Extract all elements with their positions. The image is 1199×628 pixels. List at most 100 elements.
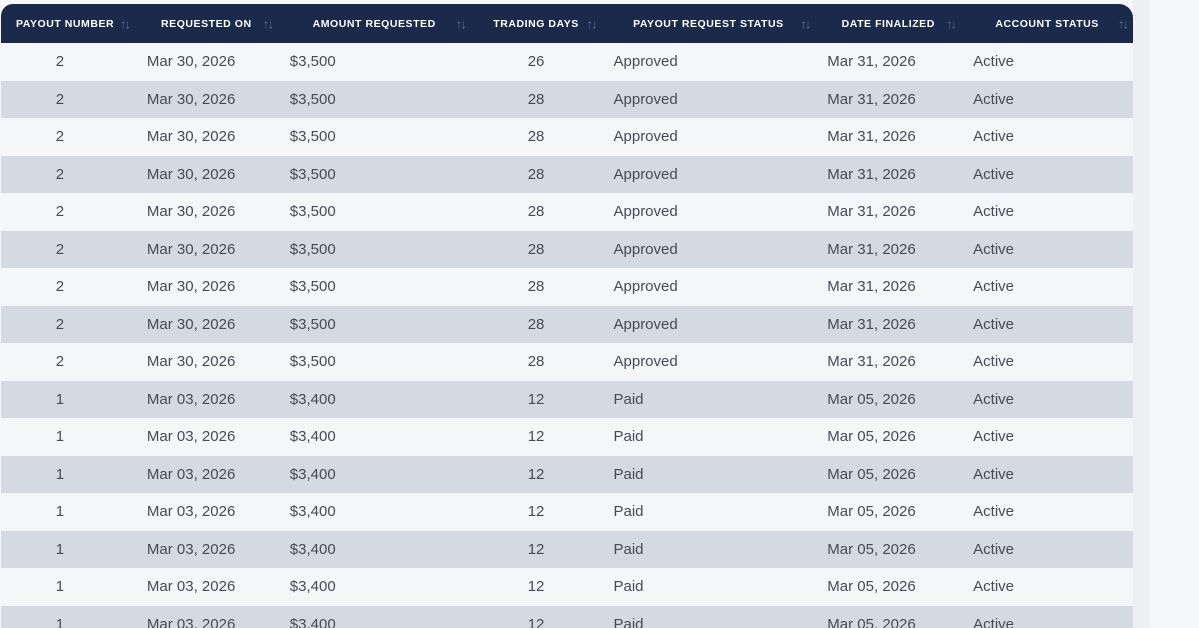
cell-requested-on: Mar 03, 2026 — [146, 615, 236, 628]
table-row: 1 Mar 03, 2026 $3,400 12 Paid Mar 05, 2026 Act… — [1, 605, 1133, 628]
cell-trading-days: 26 — [527, 53, 545, 71]
cell-date-finalized: Mar 31, 2026 — [827, 203, 916, 221]
cell-payout-request-status: Paid — [613, 428, 644, 446]
cell-requested-on: Mar 30, 2026 — [146, 203, 236, 221]
table-row: 2 Mar 30, 2026 $3,500 28 Approved Mar 31, 202… — [1, 118, 1133, 156]
sort-icon[interactable]: ↑↓ — [119, 16, 131, 31]
cell-requested-on: Mar 03, 2026 — [146, 578, 236, 596]
cell-date-finalized: Mar 05, 2026 — [827, 578, 916, 596]
cell-trading-days: 28 — [527, 278, 545, 296]
column-header-amount-requested[interactable]: AMOUNT REQUESTED ↑↓ — [278, 4, 471, 43]
cell-account-status: Active — [973, 390, 1015, 408]
cell-payout-number: 1 — [55, 465, 65, 483]
cell-payout-request-status: Approved — [613, 240, 678, 258]
cell-payout-request-status: Approved — [613, 353, 678, 371]
column-header-label: TRADING DAYS — [493, 17, 579, 30]
cell-payout-request-status: Approved — [613, 90, 678, 108]
cell-amount-requested: $3,500 — [289, 53, 336, 71]
cell-payout-request-status: Paid — [613, 503, 644, 521]
cell-payout-number: 1 — [55, 540, 65, 558]
cell-requested-on: Mar 30, 2026 — [146, 128, 236, 146]
sort-icon[interactable]: ↑↓ — [946, 16, 957, 31]
cell-payout-request-status: Paid — [613, 540, 644, 558]
table-body: 2 Mar 30, 2026 $3,500 26 Approved Mar 31, 202… — [1, 43, 1133, 628]
cell-requested-on: Mar 03, 2026 — [146, 390, 236, 408]
cell-account-status: Active — [973, 53, 1015, 71]
cell-account-status: Active — [973, 465, 1015, 483]
cell-amount-requested: $3,400 — [289, 503, 336, 521]
cell-trading-days: 12 — [527, 465, 545, 483]
sort-icon[interactable]: ↑↓ — [1118, 16, 1129, 31]
cell-amount-requested: $3,500 — [289, 278, 336, 296]
cell-account-status: Active — [973, 165, 1015, 183]
column-header-trading-days[interactable]: TRADING DAYS ↑↓ — [471, 4, 602, 43]
sort-icon[interactable]: ↑↓ — [586, 16, 597, 31]
cell-account-status: Active — [973, 203, 1015, 221]
cell-payout-number: 2 — [55, 165, 65, 183]
cell-requested-on: Mar 30, 2026 — [146, 315, 236, 333]
cell-payout-request-status: Approved — [613, 278, 678, 296]
cell-trading-days: 28 — [527, 353, 545, 371]
column-header-label: REQUESTED ON — [161, 17, 252, 30]
cell-trading-days: 12 — [527, 578, 545, 596]
column-header-payout-number[interactable]: PAYOUT NUMBER ↑↓ — [1, 4, 135, 43]
table-row: 2 Mar 30, 2026 $3,500 28 Approved Mar 31, 202… — [1, 155, 1133, 193]
cell-payout-request-status: Paid — [613, 390, 644, 408]
table-row: 1 Mar 03, 2026 $3,400 12 Paid Mar 05, 2026 Act… — [1, 568, 1133, 606]
cell-amount-requested: $3,400 — [289, 428, 336, 446]
cell-account-status: Active — [973, 240, 1015, 258]
cell-date-finalized: Mar 05, 2026 — [827, 540, 916, 558]
cell-requested-on: Mar 30, 2026 — [146, 53, 236, 71]
sort-icon[interactable]: ↑↓ — [800, 16, 811, 31]
table-row: 2 Mar 30, 2026 $3,500 28 Approved Mar 31, 202… — [1, 193, 1133, 231]
cell-date-finalized: Mar 31, 2026 — [827, 128, 916, 146]
table-row: 1 Mar 03, 2026 $3,400 12 Paid Mar 05, 2026 Act… — [1, 493, 1133, 531]
cell-date-finalized: Mar 05, 2026 — [827, 615, 916, 628]
cell-account-status: Active — [973, 353, 1015, 371]
table-row: 1 Mar 03, 2026 $3,400 12 Paid Mar 05, 2026 Act… — [1, 455, 1133, 493]
sort-icon[interactable]: ↑↓ — [262, 16, 274, 31]
cell-date-finalized: Mar 05, 2026 — [827, 465, 916, 483]
cell-payout-request-status: Approved — [613, 315, 678, 333]
cell-trading-days: 12 — [527, 428, 545, 446]
table-row: 1 Mar 03, 2026 $3,400 12 Paid Mar 05, 2026 Act… — [1, 530, 1133, 568]
cell-date-finalized: Mar 31, 2026 — [827, 165, 916, 183]
table-row: 1 Mar 03, 2026 $3,400 12 Paid Mar 05, 2026 Act… — [1, 380, 1133, 418]
cell-trading-days: 28 — [527, 315, 545, 333]
column-header-label: AMOUNT REQUESTED — [312, 17, 436, 30]
column-header-account-status[interactable]: ACCOUNT STATUS ↑↓ — [961, 4, 1133, 43]
cell-account-status: Active — [973, 90, 1015, 108]
cell-payout-request-status: Approved — [613, 165, 678, 183]
cell-payout-request-status: Paid — [613, 465, 644, 483]
cell-payout-number: 2 — [55, 315, 65, 333]
cell-account-status: Active — [973, 615, 1015, 628]
cell-amount-requested: $3,500 — [289, 315, 336, 333]
cell-payout-request-status: Approved — [613, 128, 678, 146]
cell-requested-on: Mar 30, 2026 — [146, 90, 236, 108]
cell-payout-request-status: Approved — [613, 53, 678, 71]
scrollbar-track[interactable] — [1133, 0, 1150, 628]
cell-trading-days: 28 — [527, 240, 545, 258]
cell-account-status: Active — [973, 428, 1015, 446]
cell-requested-on: Mar 30, 2026 — [146, 353, 236, 371]
cell-date-finalized: Mar 31, 2026 — [827, 53, 916, 71]
table-row: 1 Mar 03, 2026 $3,400 12 Paid Mar 05, 2026 Act… — [1, 418, 1133, 456]
column-header-label: PAYOUT NUMBER — [16, 17, 115, 30]
cell-account-status: Active — [973, 503, 1015, 521]
cell-amount-requested: $3,400 — [289, 578, 336, 596]
cell-payout-number: 1 — [55, 578, 65, 596]
table-row: 2 Mar 30, 2026 $3,500 28 Approved Mar 31, 202… — [1, 80, 1133, 118]
column-header-requested-on[interactable]: REQUESTED ON ↑↓ — [135, 4, 278, 43]
cell-date-finalized: Mar 31, 2026 — [827, 278, 916, 296]
cell-trading-days: 12 — [527, 615, 545, 628]
column-header-date-finalized[interactable]: DATE FINALIZED ↑↓ — [815, 4, 961, 43]
sort-icon[interactable]: ↑↓ — [455, 16, 467, 31]
cell-trading-days: 12 — [527, 503, 545, 521]
column-header-payout-request-status[interactable]: PAYOUT REQUEST STATUS ↑↓ — [601, 4, 815, 43]
cell-requested-on: Mar 30, 2026 — [146, 165, 236, 183]
cell-trading-days: 28 — [527, 90, 545, 108]
cell-requested-on: Mar 03, 2026 — [146, 503, 236, 521]
cell-payout-request-status: Paid — [613, 578, 644, 596]
cell-trading-days: 28 — [527, 203, 545, 221]
